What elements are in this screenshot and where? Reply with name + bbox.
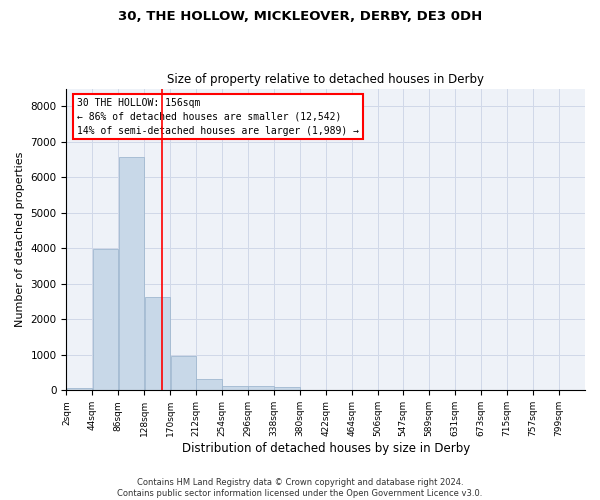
Bar xyxy=(145,298,170,390)
Bar xyxy=(248,386,274,390)
Bar xyxy=(119,156,144,390)
Bar xyxy=(170,356,196,390)
Bar xyxy=(67,388,92,390)
Text: Contains HM Land Registry data © Crown copyright and database right 2024.
Contai: Contains HM Land Registry data © Crown c… xyxy=(118,478,482,498)
Bar xyxy=(92,249,118,390)
X-axis label: Distribution of detached houses by size in Derby: Distribution of detached houses by size … xyxy=(182,442,470,455)
Bar xyxy=(274,387,300,390)
Bar xyxy=(223,386,248,390)
Title: Size of property relative to detached houses in Derby: Size of property relative to detached ho… xyxy=(167,73,484,86)
Y-axis label: Number of detached properties: Number of detached properties xyxy=(15,152,25,327)
Bar xyxy=(196,380,222,390)
Text: 30 THE HOLLOW: 156sqm
← 86% of detached houses are smaller (12,542)
14% of semi-: 30 THE HOLLOW: 156sqm ← 86% of detached … xyxy=(77,98,359,136)
Text: 30, THE HOLLOW, MICKLEOVER, DERBY, DE3 0DH: 30, THE HOLLOW, MICKLEOVER, DERBY, DE3 0… xyxy=(118,10,482,23)
